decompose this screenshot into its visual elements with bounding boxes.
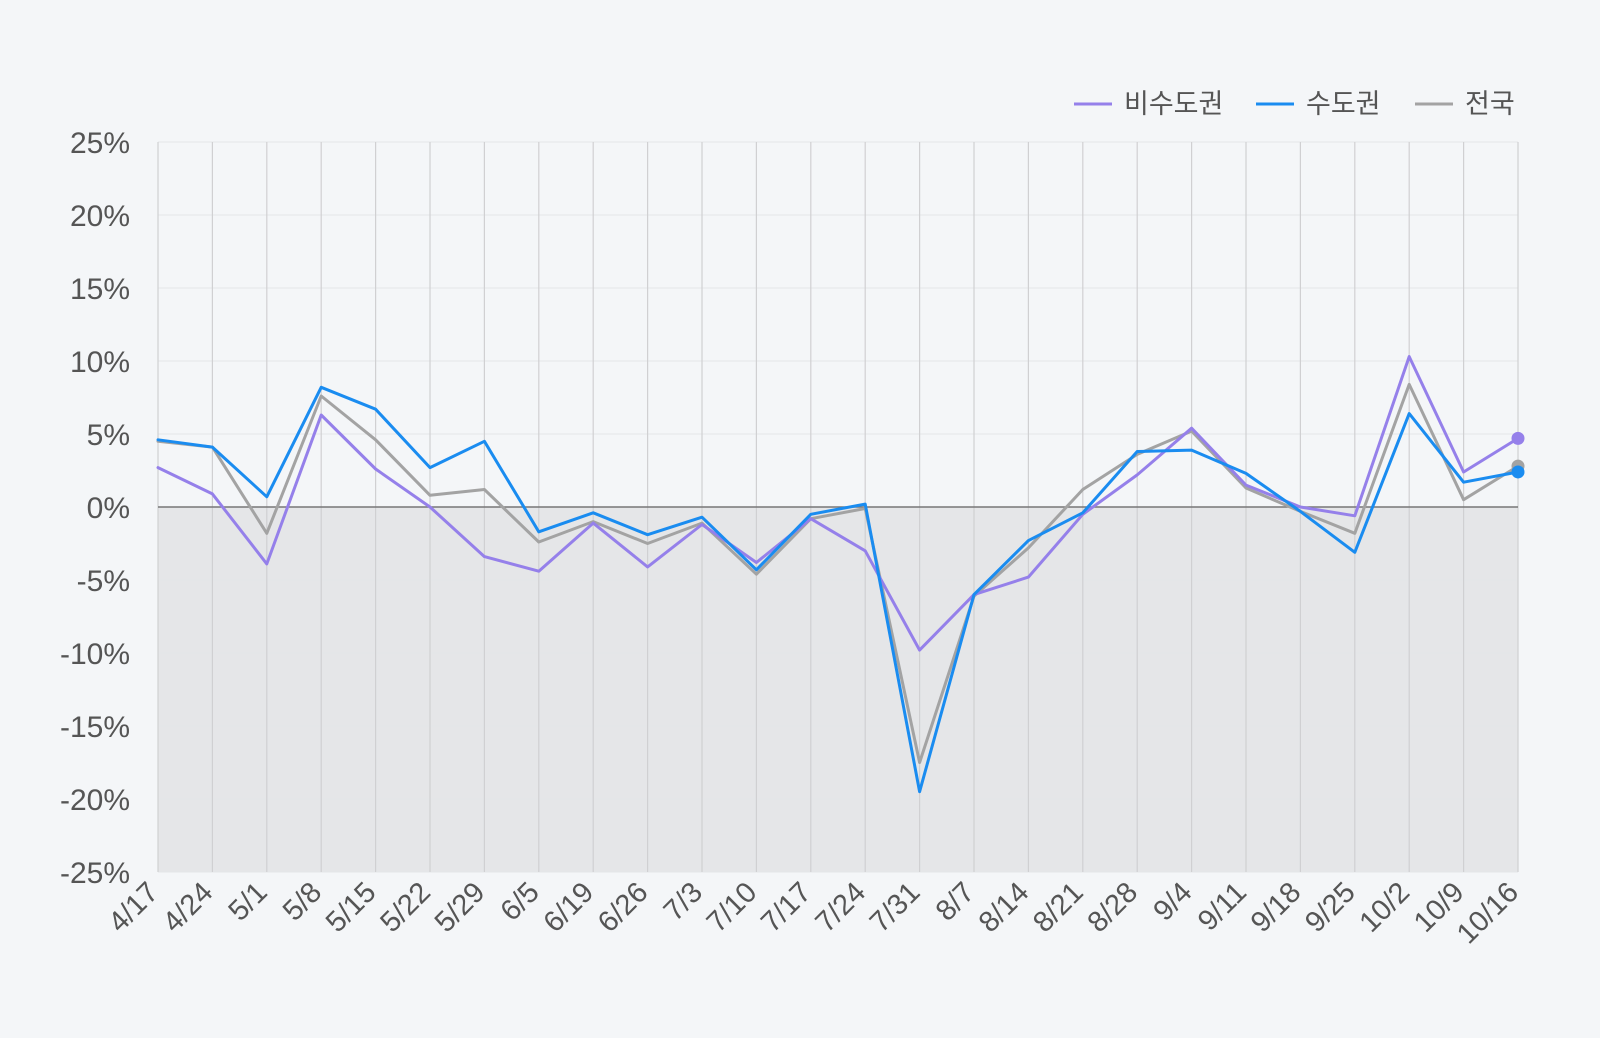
series-line-1 [156, 385, 1520, 794]
y-tick-label: -10% [60, 638, 130, 671]
y-tick-label: 5% [87, 419, 130, 452]
y-tick-label: 20% [70, 200, 130, 233]
y-tick-label: 0% [87, 492, 130, 525]
legend: 비수도권 수도권 전국 [1074, 89, 1515, 119]
y-tick-label: -20% [60, 784, 130, 817]
y-tick-label: 25% [70, 127, 130, 160]
y-tick-label: 10% [70, 346, 130, 379]
series-end-point-0 [1511, 431, 1525, 445]
legend-label: 전국 [1465, 89, 1515, 119]
legend-label: 비수도권 [1124, 89, 1223, 119]
y-tick-label: -25% [60, 857, 130, 890]
y-tick-label: -5% [77, 565, 130, 598]
series-line-2 [156, 382, 1520, 764]
negative-region [158, 507, 1518, 872]
y-tick-label: -15% [60, 711, 130, 744]
series-end-point-1 [1511, 465, 1525, 479]
y-tick-label: 15% [70, 273, 130, 306]
legend-label: 수도권 [1306, 89, 1381, 119]
